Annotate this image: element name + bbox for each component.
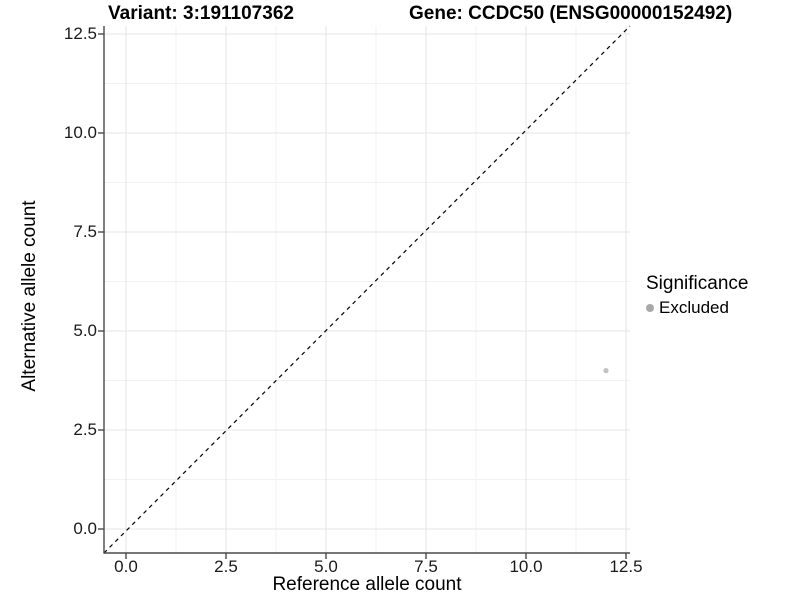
data-point (603, 368, 609, 374)
y-tick-label: 0.0 (73, 519, 97, 538)
y-tick-label: 2.5 (73, 420, 97, 439)
y-axis-title-text: Alternative allele count (19, 200, 40, 392)
plot-title-variant: Variant: 3:191107362 (108, 3, 294, 24)
legend-title: Significance (646, 273, 749, 294)
y-tick-label: 10.0 (63, 122, 97, 142)
x-tick-label: 10.0 (509, 557, 543, 576)
y-tick-label: 12.5 (63, 23, 97, 43)
x-tick-label: 7.5 (414, 557, 438, 576)
y-tick-label: 7.5 (73, 222, 97, 241)
x-axis-title: Reference allele count (272, 574, 462, 595)
y-tick-label: 5.0 (73, 321, 97, 340)
identity-line (103, 25, 631, 554)
legend: Significance Excluded (646, 273, 748, 318)
x-tick-label: 2.5 (214, 557, 238, 576)
legend-item-excluded: Excluded (646, 298, 748, 318)
legend-item-label: Excluded (659, 298, 729, 317)
plot-title-gene: Gene: CCDC50 (ENSG00000152492) (409, 3, 733, 24)
x-tick-label: 0.0 (114, 557, 138, 576)
legend-key-dot-icon (646, 304, 654, 312)
x-tick-label: 5.0 (314, 557, 338, 576)
x-tick-label: 12.5 (609, 557, 643, 576)
